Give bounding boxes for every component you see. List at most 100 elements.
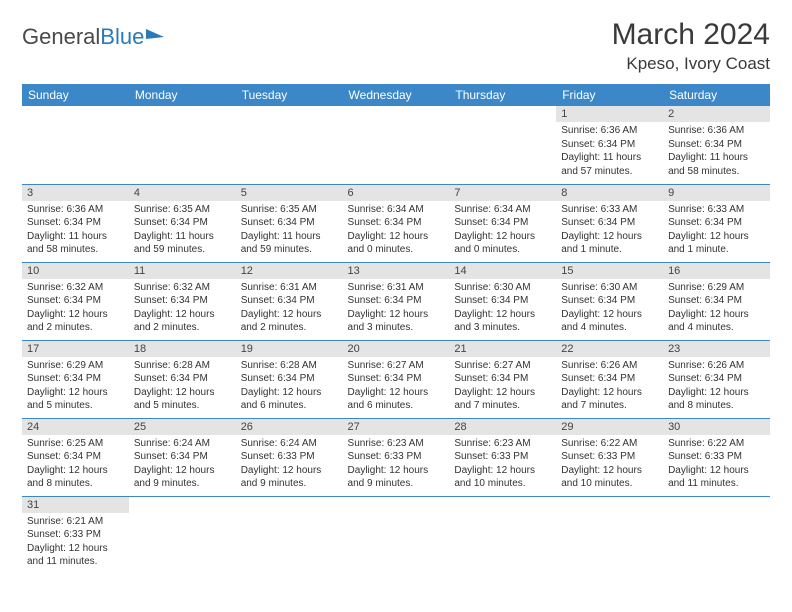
calendar-cell: 5Sunrise: 6:35 AMSunset: 6:34 PMDaylight… [236,184,343,262]
day-number: 14 [449,263,556,279]
detail-line: and 7 minutes. [561,399,658,413]
detail-line: Sunset: 6:34 PM [348,294,445,308]
detail-line: and 6 minutes. [241,399,338,413]
detail-line: Sunrise: 6:26 AM [668,359,765,373]
logo-text-1: General [22,24,100,50]
day-details: Sunrise: 6:29 AMSunset: 6:34 PMDaylight:… [22,357,129,417]
day-number [449,497,556,513]
day-number [236,497,343,513]
detail-line: Sunrise: 6:23 AM [348,437,445,451]
day-details: Sunrise: 6:32 AMSunset: 6:34 PMDaylight:… [129,279,236,339]
logo-text-2: Blue [100,24,144,50]
detail-line: and 0 minutes. [348,243,445,257]
detail-line: and 58 minutes. [27,243,124,257]
detail-line: Sunset: 6:34 PM [27,216,124,230]
day-details: Sunrise: 6:31 AMSunset: 6:34 PMDaylight:… [343,279,450,339]
calendar-cell: 13Sunrise: 6:31 AMSunset: 6:34 PMDayligh… [343,262,450,340]
detail-line: and 5 minutes. [134,399,231,413]
detail-line: and 9 minutes. [348,477,445,491]
detail-line: and 57 minutes. [561,165,658,179]
detail-line: and 1 minute. [561,243,658,257]
day-details [449,513,556,519]
calendar-cell [449,106,556,184]
day-details: Sunrise: 6:22 AMSunset: 6:33 PMDaylight:… [663,435,770,495]
day-details: Sunrise: 6:32 AMSunset: 6:34 PMDaylight:… [22,279,129,339]
calendar-cell [663,496,770,574]
detail-line: Daylight: 12 hours [348,464,445,478]
day-number: 29 [556,419,663,435]
detail-line: Sunrise: 6:27 AM [454,359,551,373]
day-details [129,122,236,128]
detail-line: Sunrise: 6:28 AM [134,359,231,373]
calendar-cell: 25Sunrise: 6:24 AMSunset: 6:34 PMDayligh… [129,418,236,496]
title-block: March 2024 Kpeso, Ivory Coast [612,18,770,74]
detail-line: Daylight: 12 hours [561,308,658,322]
detail-line: Daylight: 12 hours [348,386,445,400]
day-details [556,513,663,519]
day-details: Sunrise: 6:36 AMSunset: 6:34 PMDaylight:… [22,201,129,261]
detail-line: Sunrise: 6:36 AM [561,124,658,138]
detail-line: and 11 minutes. [27,555,124,569]
detail-line: and 10 minutes. [561,477,658,491]
calendar-cell: 29Sunrise: 6:22 AMSunset: 6:33 PMDayligh… [556,418,663,496]
detail-line: and 59 minutes. [134,243,231,257]
day-number: 19 [236,341,343,357]
detail-line: Sunrise: 6:33 AM [561,203,658,217]
detail-line: Sunset: 6:34 PM [454,216,551,230]
detail-line: Daylight: 12 hours [134,308,231,322]
day-details: Sunrise: 6:25 AMSunset: 6:34 PMDaylight:… [22,435,129,495]
weekday-header: Thursday [449,84,556,106]
day-number: 31 [22,497,129,513]
day-number: 9 [663,185,770,201]
detail-line: Sunrise: 6:36 AM [27,203,124,217]
detail-line: Daylight: 12 hours [454,386,551,400]
weekday-header: Tuesday [236,84,343,106]
calendar-cell: 30Sunrise: 6:22 AMSunset: 6:33 PMDayligh… [663,418,770,496]
detail-line: Sunrise: 6:36 AM [668,124,765,138]
day-number: 12 [236,263,343,279]
day-details: Sunrise: 6:36 AMSunset: 6:34 PMDaylight:… [556,122,663,182]
detail-line: Sunset: 6:34 PM [668,294,765,308]
detail-line: Sunset: 6:34 PM [668,138,765,152]
calendar-cell: 10Sunrise: 6:32 AMSunset: 6:34 PMDayligh… [22,262,129,340]
day-number: 16 [663,263,770,279]
day-number [663,497,770,513]
detail-line: and 2 minutes. [134,321,231,335]
weekday-header: Monday [129,84,236,106]
day-details: Sunrise: 6:34 AMSunset: 6:34 PMDaylight:… [343,201,450,261]
day-number [343,106,450,122]
day-number: 25 [129,419,236,435]
detail-line: Sunset: 6:34 PM [561,372,658,386]
calendar-cell [129,106,236,184]
detail-line: Sunset: 6:34 PM [454,294,551,308]
calendar-cell [236,106,343,184]
day-number: 10 [22,263,129,279]
detail-line: Daylight: 12 hours [561,230,658,244]
detail-line: and 6 minutes. [348,399,445,413]
calendar-row: 3Sunrise: 6:36 AMSunset: 6:34 PMDaylight… [22,184,770,262]
detail-line: and 11 minutes. [668,477,765,491]
detail-line: Daylight: 12 hours [668,464,765,478]
day-number [129,106,236,122]
detail-line: Sunrise: 6:31 AM [348,281,445,295]
day-number: 11 [129,263,236,279]
detail-line: Sunrise: 6:27 AM [348,359,445,373]
calendar-cell: 12Sunrise: 6:31 AMSunset: 6:34 PMDayligh… [236,262,343,340]
calendar-cell: 21Sunrise: 6:27 AMSunset: 6:34 PMDayligh… [449,340,556,418]
detail-line: Sunrise: 6:35 AM [241,203,338,217]
day-details: Sunrise: 6:26 AMSunset: 6:34 PMDaylight:… [556,357,663,417]
day-details [663,513,770,519]
detail-line: Sunset: 6:34 PM [348,372,445,386]
detail-line: Daylight: 11 hours [561,151,658,165]
day-number: 26 [236,419,343,435]
day-number: 6 [343,185,450,201]
calendar-cell: 27Sunrise: 6:23 AMSunset: 6:33 PMDayligh… [343,418,450,496]
calendar-cell: 20Sunrise: 6:27 AMSunset: 6:34 PMDayligh… [343,340,450,418]
detail-line: Daylight: 12 hours [27,386,124,400]
detail-line: Sunset: 6:33 PM [348,450,445,464]
calendar-body: 1Sunrise: 6:36 AMSunset: 6:34 PMDaylight… [22,106,770,574]
detail-line: and 8 minutes. [668,399,765,413]
detail-line: and 5 minutes. [27,399,124,413]
day-details: Sunrise: 6:33 AMSunset: 6:34 PMDaylight:… [663,201,770,261]
detail-line: Sunset: 6:33 PM [668,450,765,464]
